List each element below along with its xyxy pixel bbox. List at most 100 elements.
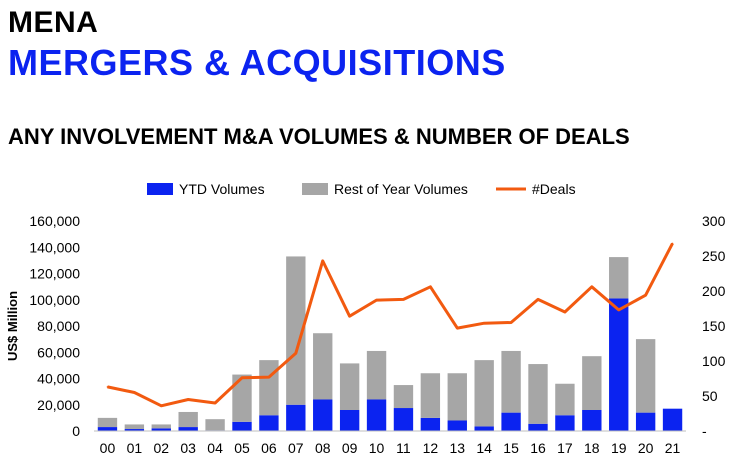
bar-rest-of-year-volumes-10 — [366, 350, 387, 400]
deals-point-04 — [214, 402, 216, 404]
y-tick-label: 40,000 — [37, 371, 80, 387]
legend-label-rest-of-year-volumes: Rest of Year Volumes — [334, 181, 468, 197]
bar-ytd-volumes-02 — [151, 428, 171, 431]
y-tick-label: 100,000 — [29, 292, 80, 308]
bar-rest-of-year-volumes-14 — [474, 360, 494, 427]
deals-point-21 — [671, 242, 674, 245]
deals-point-12 — [429, 286, 432, 288]
y2-tick-label: 200 — [702, 283, 726, 299]
bar-rest-of-year-volumes-03 — [178, 411, 198, 428]
deals-point-02 — [160, 405, 163, 407]
x-tick-label: 13 — [449, 440, 465, 456]
x-tick-label: 18 — [584, 440, 600, 456]
region-heading: MENA — [8, 6, 99, 39]
bar-rest-of-year-volumes-11 — [393, 385, 414, 409]
legend-label--deals: #Deals — [532, 181, 576, 197]
y-tick-label: 80,000 — [37, 318, 80, 334]
bar-rest-of-year-volumes-09 — [339, 363, 360, 410]
x-tick-label: 04 — [207, 440, 223, 456]
bar-rest-of-year-volumes-15 — [501, 350, 521, 413]
y2-tick-label: 250 — [702, 248, 726, 264]
y-axis-label: US$ Million — [5, 291, 20, 361]
y-tick-label: 20,000 — [37, 397, 80, 413]
bar-rest-of-year-volumes-19 — [609, 257, 629, 299]
bar-ytd-volumes-01 — [124, 429, 145, 431]
deals-point-07 — [295, 352, 297, 355]
deals-point-10 — [375, 299, 378, 301]
bar-rest-of-year-volumes-17 — [555, 383, 575, 416]
y2-tick-label: 100 — [702, 353, 726, 369]
x-tick-label: 00 — [100, 440, 116, 456]
deals-point-00 — [106, 386, 109, 388]
deals-point-11 — [402, 298, 405, 301]
x-tick-label: 02 — [153, 440, 169, 456]
y-tick-label: 0 — [72, 423, 80, 439]
bar-ytd-volumes-15 — [501, 412, 521, 431]
page-title: MERGERS & ACQUISITIONS — [8, 42, 506, 83]
x-tick-label: 14 — [476, 440, 492, 456]
bar-ytd-volumes-00 — [97, 427, 118, 431]
deals-point-03 — [187, 398, 189, 401]
bar-ytd-volumes-08 — [313, 399, 333, 431]
bar-rest-of-year-volumes-04 — [205, 419, 225, 431]
legend-swatch-rest-of-year-volumes — [302, 183, 328, 195]
deals-point-19 — [617, 309, 620, 311]
x-tick-label: 11 — [396, 440, 411, 456]
bar-ytd-volumes-18 — [582, 410, 602, 431]
bar-rest-of-year-volumes-00 — [97, 417, 118, 428]
x-tick-label: 19 — [611, 440, 627, 456]
bar-rest-of-year-volumes-01 — [124, 424, 145, 430]
bar-rest-of-year-volumes-08 — [313, 333, 333, 400]
deals-point-17 — [564, 311, 566, 313]
bar-ytd-volumes-09 — [339, 410, 360, 431]
y2-tick-label: 150 — [702, 318, 726, 334]
y-tick-label: 160,000 — [29, 213, 80, 229]
bar-rest-of-year-volumes-20 — [635, 339, 656, 413]
line--deals — [107, 242, 674, 408]
bar-ytd-volumes-11 — [393, 408, 414, 431]
deals-point-15 — [510, 321, 512, 324]
deals-point-16 — [537, 298, 539, 301]
bar-ytd-volumes-21 — [662, 408, 683, 431]
bar-rest-of-year-volumes-16 — [528, 364, 548, 424]
bar-ytd-volumes-03 — [178, 427, 198, 431]
deals-point-01 — [133, 391, 136, 394]
deals-point-05 — [241, 377, 243, 379]
x-tick-label: 21 — [665, 440, 681, 456]
deals-point-08 — [321, 260, 324, 262]
bar-rest-of-year-volumes-06 — [259, 360, 279, 416]
x-tick-label: 10 — [369, 440, 385, 456]
legend-swatch-ytd-volumes — [147, 183, 173, 195]
bar-ytd-volumes-06 — [259, 415, 279, 431]
x-tick-label: 16 — [530, 440, 546, 456]
y-tick-label: 60,000 — [37, 344, 80, 360]
x-tick-label: 09 — [342, 440, 358, 456]
chart: 0 20,000 40,000 60,000 80,000 100,000 120,000 1… — [5, 181, 726, 456]
bar-rest-of-year-volumes-12 — [420, 373, 441, 418]
y-tick-label: 120,000 — [29, 266, 80, 282]
chart-title: ANY INVOLVEMENT M&A VOLUMES & NUMBER OF … — [8, 124, 630, 149]
x-tick-label: 17 — [557, 440, 573, 456]
bar-ytd-volumes-14 — [474, 426, 494, 431]
y2-tick-label: 50 — [702, 388, 718, 404]
x-tick-label: 20 — [638, 440, 654, 456]
x-tick-label: 15 — [503, 440, 519, 456]
bar-rest-of-year-volumes-07 — [286, 256, 306, 405]
bar-ytd-volumes-17 — [555, 415, 575, 431]
deals-point-20 — [644, 294, 647, 296]
x-tick-label: 07 — [288, 440, 304, 456]
x-tick-label: 03 — [180, 440, 196, 456]
deals-point-13 — [456, 327, 459, 329]
x-tick-label: 05 — [234, 440, 250, 456]
bar-ytd-volumes-05 — [232, 421, 252, 431]
legend-label-ytd-volumes: YTD Volumes — [179, 181, 265, 197]
bar-ytd-volumes-16 — [528, 423, 548, 431]
y2-tick-label: - — [702, 423, 707, 439]
y-tick-label: 140,000 — [29, 239, 80, 255]
bar-ytd-volumes-07 — [286, 404, 306, 431]
x-tick-label: 01 — [127, 440, 143, 456]
bar-ytd-volumes-20 — [635, 412, 656, 431]
deals-point-06 — [268, 376, 270, 378]
bar-ytd-volumes-10 — [366, 399, 387, 431]
x-tick-label: 12 — [423, 440, 439, 456]
